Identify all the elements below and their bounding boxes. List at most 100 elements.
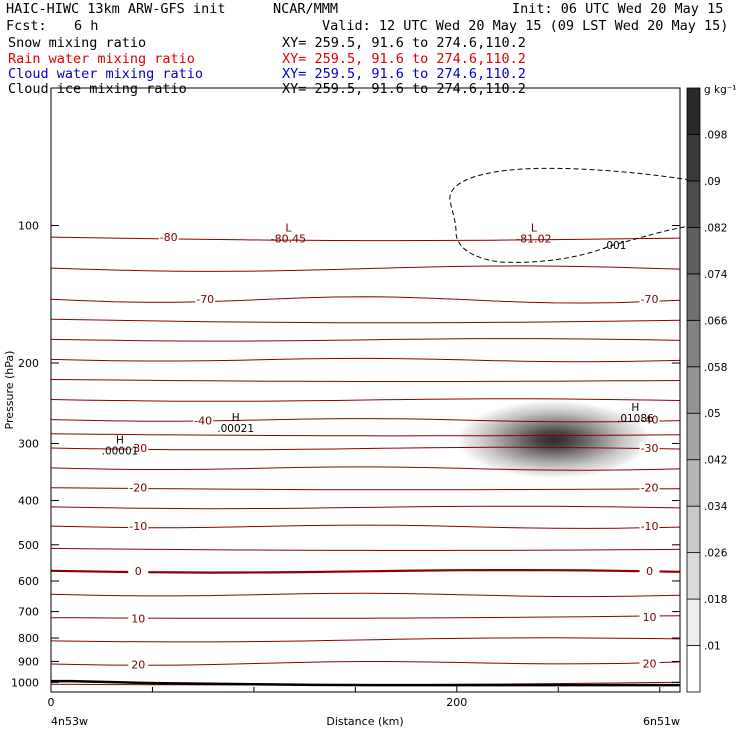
isotherm-label-bg [128,658,149,671]
colorbar-label: .034 [704,501,728,513]
colorbar-label: .082 [704,222,727,234]
colorbar-box [686,598,701,646]
colorbar-label: .018 [704,594,727,606]
isotherm-label-bg [639,611,660,624]
isotherm-label-bg [128,520,149,533]
isotherm-label-bg [128,564,149,577]
field-xy-rain: XY= 259.5, 91.6 to 274.6,110.2 [282,51,526,67]
field-name-snow: Snow mixing ratio [8,35,147,51]
high-value: .01086 [617,413,654,425]
field-name-rain: Rain water mixing ratio [8,51,195,67]
field-xy-cloud-ice: XY= 259.5, 91.6 to 274.6,110.2 [282,81,526,97]
isotherm-label: 10 [643,611,657,624]
isotherm-line [51,446,680,451]
colorbar-box [686,226,701,275]
colorbar-unit: g kg⁻¹ [704,84,737,96]
plot-frame [50,87,681,693]
y-tick-label: 100 [18,220,39,233]
isotherm-line [51,615,680,619]
colorbar-label: .058 [704,362,727,374]
colorbar-label: .09 [704,176,721,188]
isotherm-label-bg [639,442,660,455]
isotherm-label: -40 [194,414,212,427]
isotherm-line [51,236,680,242]
colorbar-box [686,412,701,461]
isotherm-label-bg [193,414,214,427]
colorbar-box [686,273,701,321]
x-axis-label: Distance (km) [326,715,403,728]
isotherm-line [51,524,680,529]
colorbar-box [686,459,701,507]
y-tick-label: 800 [18,632,39,645]
isotherm-label-bg [639,293,660,306]
colorbar-box [686,645,701,693]
isotherm-label: 0 [135,565,142,578]
high-value: .00021 [217,423,254,435]
isotherm-label: -20 [641,482,659,495]
colorbar-box [686,180,701,228]
isotherm-label: 10 [131,613,145,626]
isotherm-label: -10 [129,520,147,533]
isotherm-label: 20 [131,659,145,672]
isotherm-line [51,433,680,437]
colorbar-label: .074 [704,269,728,281]
isotherm-line [51,379,680,382]
isotherm-line [51,398,680,402]
isotherm-line [51,505,680,510]
isotherm-line [51,592,680,598]
isotherm-label-bg [639,481,660,494]
y-tick-label: 600 [18,575,39,588]
y-tick-label: 900 [18,655,39,668]
y-tick-label: 300 [18,437,39,450]
isotherm-label-bg [158,231,179,244]
isotherm-label: 20 [643,658,657,671]
isotherm-line [51,318,680,324]
init-time: Init: 06 UTC Wed 20 May 15 [512,1,724,17]
isotherm-label: -70 [641,293,659,306]
isotherm-label-bg [128,481,149,494]
field-name-cloud-water: Cloud water mixing ratio [8,66,204,82]
isotherm-line [51,487,680,491]
isotherm-label: -40 [641,414,659,427]
isotherm-line [51,296,680,304]
isotherm-label: -20 [129,482,147,495]
colorbar-label: .098 [704,129,727,141]
low-value: -80.45 [271,232,306,245]
colorbar-box [686,552,701,600]
y-tick-label: 500 [18,539,39,552]
isotherm-line [51,418,680,423]
isotherm-line [51,637,680,643]
colorbar-label: .05 [704,408,721,420]
cloud-ice-contour-line [449,167,691,263]
isotherm-label-bg [639,564,660,577]
field-xy-snow: XY= 259.5, 91.6 to 274.6,110.2 [282,35,526,51]
colorbar-label: .042 [704,455,727,467]
low-value: -81.02 [516,232,551,245]
left-endpoint-label: 4n53w [51,715,88,728]
isotherm-label: -30 [129,442,147,455]
high-marker: H [116,434,124,446]
isotherm-label-bg [128,442,149,455]
isotherm-label-bg [639,520,660,533]
valid-time: Valid: 12 UTC Wed 20 May 15 (09 LST Wed … [322,18,729,34]
isotherm-label-bg [195,293,216,306]
low-marker: L [285,221,292,234]
isotherm-label: -10 [641,520,659,533]
isotherm-label: -70 [196,293,214,306]
colorbar-box [686,87,701,135]
high-marker: H [631,402,639,414]
colorbar-label: .026 [704,548,728,560]
org-label: NCAR/MMM [273,1,339,17]
y-tick-label: 400 [18,495,39,508]
terrain-line [51,679,680,687]
colorbar-label: .066 [704,315,728,327]
cloud-ice-contour-label: .001 [603,240,626,252]
forecast-hours: 6 h [74,18,99,34]
colorbar-box [686,134,701,182]
x-tick-label: 200 [446,696,467,709]
low-marker: L [531,221,538,234]
colorbar-label: .01 [704,641,721,653]
high-value: .00001 [102,445,139,457]
colorbar-box [686,505,701,554]
